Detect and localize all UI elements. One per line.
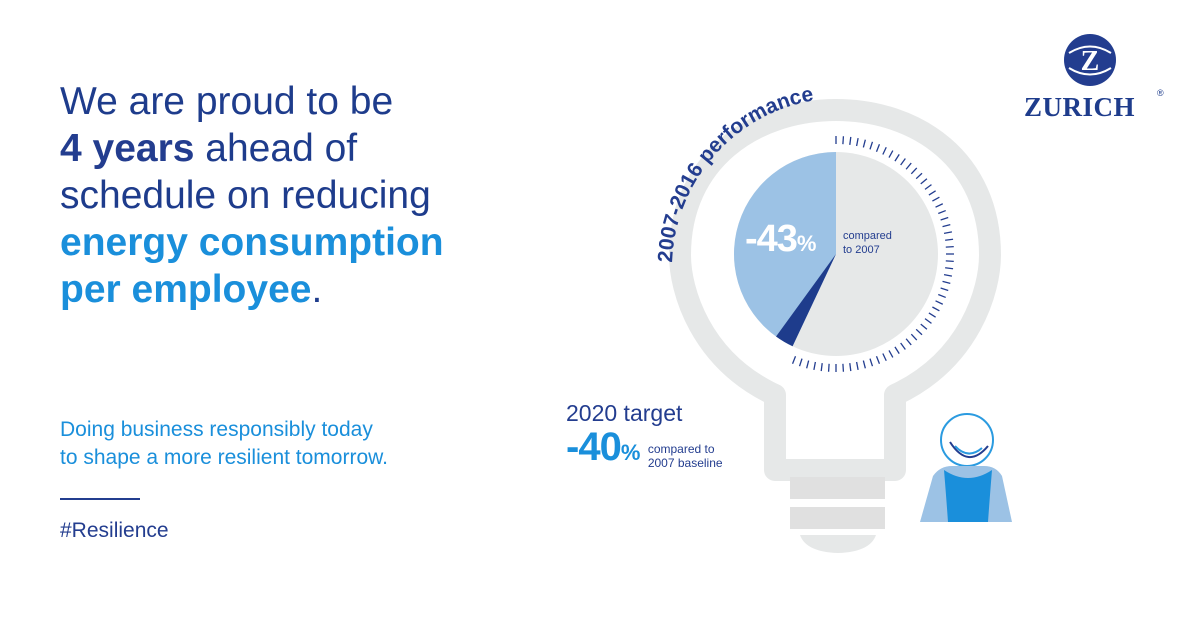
tick-mark	[827, 363, 830, 372]
registered-mark: ®	[1157, 88, 1164, 98]
bulb-base-ring-1	[790, 477, 885, 499]
headline-line-1: We are proud to be	[60, 80, 394, 123]
performance-value: -43%	[745, 218, 817, 261]
tick-mark	[798, 358, 803, 367]
bulb-cap	[800, 535, 876, 553]
tick-mark	[924, 318, 932, 324]
headline-period: .	[311, 268, 323, 311]
performance-comparison: compared to 2007	[843, 229, 913, 257]
target-label: 2020 target	[566, 400, 683, 426]
tick-mark	[806, 360, 810, 369]
tick-mark	[894, 346, 900, 354]
tick-mark	[882, 353, 887, 362]
tick-mark	[849, 363, 852, 372]
tick-mark	[905, 162, 912, 170]
tick-mark	[882, 146, 887, 155]
tick-mark	[938, 293, 946, 299]
performance-value-unit: %	[796, 231, 817, 256]
tick-mark	[940, 216, 949, 221]
headline: We are proud to be 4 years ahead of sche…	[60, 78, 530, 313]
headline-line-2-rest: ahead of	[194, 127, 358, 170]
tick-mark	[875, 144, 881, 152]
target-comparison: compared to 2007 baseline	[648, 442, 723, 470]
logo-letter: Z	[1081, 46, 1100, 77]
subheading: Doing business responsibly today to shap…	[60, 416, 388, 472]
tick-mark	[920, 323, 928, 330]
brand-wordmark: ZURICH	[1024, 92, 1136, 122]
tick-mark	[942, 224, 951, 228]
tick-mark	[945, 267, 954, 270]
tick-mark	[900, 158, 906, 166]
tick-mark	[869, 141, 874, 150]
tick-mark	[928, 312, 936, 318]
tick-mark	[862, 139, 866, 148]
tick-mark	[905, 338, 912, 346]
headline-line-5-text: per employee	[60, 268, 312, 311]
tick-mark	[935, 300, 944, 305]
tick-mark	[862, 360, 866, 369]
subheading-line-1: Doing business responsibly today	[60, 418, 373, 441]
tick-mark	[945, 238, 954, 241]
performance-comparison-line-1: compared	[843, 230, 892, 242]
headline-line-4: energy consumption	[60, 221, 444, 264]
tick-mark	[813, 361, 817, 371]
performance-value-number: -43	[745, 218, 798, 260]
target-value: -40%	[566, 425, 641, 469]
target-value-number: -40	[566, 425, 622, 469]
tick-mark	[842, 136, 845, 145]
performance-comparison-line-2: to 2007	[843, 244, 880, 256]
tick-mark	[791, 356, 797, 364]
tick-mark	[910, 167, 918, 175]
tick-mark	[942, 280, 951, 284]
lightbulb-icon	[669, 99, 1001, 481]
bulb-base-ring-2	[790, 507, 885, 529]
subheading-line-2: to shape a more resilient tomorrow.	[60, 446, 388, 469]
zurich-logo-icon: Z	[1064, 34, 1116, 86]
target-comparison-line-2: 2007 baseline	[647, 455, 723, 470]
target-block: 2020 target -40% compared to 2007 baseli…	[566, 400, 723, 470]
tick-ring	[791, 136, 954, 372]
person-icon	[920, 413, 1012, 522]
pie-slice-gap	[776, 254, 836, 347]
tick-mark	[932, 306, 940, 312]
tick-mark	[888, 150, 894, 158]
tick-mark	[842, 363, 845, 372]
target-row: -40% compared to 2007 baseline	[566, 425, 723, 470]
headline-line-2: 4 years ahead of	[60, 125, 530, 172]
tick-mark	[855, 361, 859, 371]
tick-mark	[915, 172, 923, 180]
target-comparison-line-1: compared to	[647, 441, 715, 456]
divider	[60, 498, 140, 500]
tick-mark	[894, 154, 900, 162]
tick-mark	[943, 231, 953, 235]
headline-emphasis: 4 years	[60, 127, 195, 170]
tick-mark	[920, 178, 928, 185]
tick-mark	[932, 196, 940, 202]
tick-mark	[943, 273, 953, 277]
tick-mark	[910, 333, 918, 341]
tick-mark	[855, 137, 859, 147]
tick-mark	[945, 260, 954, 263]
tick-mark	[888, 350, 894, 358]
headline-line-3: schedule on reducing	[60, 174, 431, 217]
tick-mark	[875, 356, 881, 364]
tick-mark	[940, 287, 949, 292]
tick-mark	[869, 358, 874, 367]
tick-mark	[935, 203, 944, 208]
tick-mark	[924, 184, 932, 190]
headline-line-5: per employee.	[60, 266, 530, 313]
tick-mark	[928, 190, 936, 196]
tick-mark	[945, 245, 954, 248]
target-value-unit: %	[620, 440, 641, 465]
tick-mark	[820, 363, 823, 372]
tick-mark	[938, 209, 946, 215]
tick-mark	[849, 136, 852, 145]
tick-mark	[900, 342, 906, 350]
hashtag: #Resilience	[60, 519, 169, 542]
tick-mark	[915, 328, 923, 336]
